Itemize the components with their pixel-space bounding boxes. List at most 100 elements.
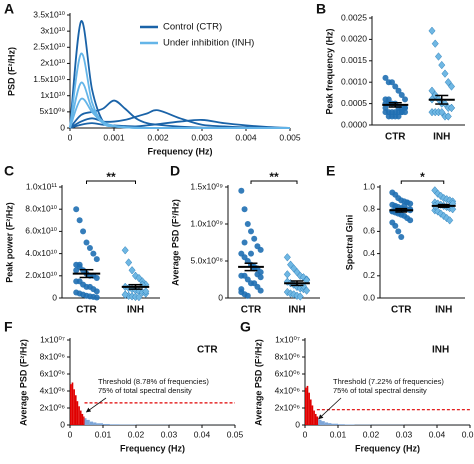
spectrum-bar — [328, 423, 332, 425]
y-tick-label: 4x10⁰⁶ — [275, 385, 300, 395]
x-tick-label: 0.004 — [235, 132, 257, 142]
y-tick-label: 4x10⁰⁶ — [40, 385, 65, 395]
data-point — [76, 217, 83, 224]
y-axis-label: Average PSD (F²/Hz) — [18, 339, 28, 426]
data-point — [398, 109, 405, 116]
data-point — [382, 74, 389, 81]
data-point — [441, 69, 449, 78]
y-tick-label: 2x10¹⁰ — [40, 58, 65, 68]
x-tick-label: 0.02 — [363, 429, 380, 439]
data-point — [438, 107, 446, 117]
x-tick-label: 0.001 — [103, 132, 125, 142]
x-tick-label: 0.01 — [330, 429, 347, 439]
spectrum-bar — [81, 413, 84, 425]
x-axis-label: Frequency (Hz) — [147, 146, 212, 156]
data-point — [440, 211, 448, 221]
y-axis-label: Peak frequency (Hz) — [324, 28, 334, 114]
y-tick-label: 0.0025 — [341, 12, 367, 22]
data-point — [283, 270, 291, 279]
y-tick-label: 0 — [60, 419, 65, 429]
significance-label: ** — [106, 170, 116, 184]
significance-label: ** — [269, 170, 279, 184]
panel-label: A — [4, 1, 14, 17]
y-tick-label: 1.0x10⁰⁹ — [190, 218, 223, 228]
x-tick-label: 0 — [68, 132, 73, 142]
data-point — [244, 292, 251, 299]
data-point — [402, 96, 409, 103]
data-point — [428, 86, 436, 95]
spectrum-bar — [314, 413, 317, 425]
y-axis-label: Average PSD (F²/Hz) — [253, 339, 263, 426]
spectrum-bar — [89, 421, 94, 425]
spectrum-bar — [73, 389, 75, 425]
data-point — [248, 228, 254, 235]
data-point — [251, 235, 258, 242]
y-tick-label: 0.4 — [363, 248, 375, 258]
data-point — [257, 246, 264, 253]
data-point — [395, 87, 402, 94]
data-point — [398, 233, 405, 240]
y-tick-label: 0.0 — [363, 292, 375, 302]
x-tick-label: 0.01 — [95, 429, 112, 439]
data-point — [83, 239, 90, 246]
significance-bracket — [86, 180, 136, 184]
data-point — [283, 253, 291, 262]
spectrum-bar — [84, 418, 87, 425]
y-tick-label: 4.0x10¹⁰ — [25, 248, 57, 258]
category-label: CTR — [385, 132, 406, 143]
spectrum-bar — [331, 423, 338, 425]
data-point — [392, 222, 399, 229]
y-tick-label: 3.5x10¹⁰ — [33, 9, 65, 19]
x-tick-label: 0.02 — [128, 429, 145, 439]
spectrum-bar — [103, 423, 110, 425]
data-point — [238, 286, 245, 293]
spectrum-bar — [344, 424, 355, 425]
y-tick-label: 0.2 — [363, 270, 375, 280]
panel-label: G — [240, 319, 251, 335]
panel-label: B — [316, 1, 326, 17]
y-tick-label: 0 — [52, 292, 57, 302]
y-tick-label: 1x10⁰⁷ — [40, 334, 65, 344]
y-tick-label: 2.5x10¹⁰ — [33, 42, 65, 52]
y-tick-label: 0.6 — [363, 226, 375, 236]
data-point — [142, 287, 150, 296]
category-label: CTR — [241, 305, 262, 316]
x-axis-label: Frequency (Hz) — [120, 443, 185, 453]
psd-curve — [69, 52, 290, 129]
data-point — [395, 113, 402, 120]
spectrum-bar — [338, 424, 345, 425]
data-point — [93, 275, 100, 282]
spectrum-bar — [93, 422, 97, 425]
panel-label: F — [4, 319, 13, 335]
x-tick-label: 0.04 — [429, 429, 446, 439]
annotation: 75% of total spectral density — [98, 386, 192, 395]
significance-label: * — [420, 170, 425, 184]
data-point — [398, 92, 405, 99]
y-tick-label: 6x10⁰⁶ — [40, 368, 65, 378]
x-tick-label: 0 — [68, 429, 73, 439]
y-tick-label: 6x10⁰⁶ — [275, 368, 300, 378]
data-point — [438, 60, 446, 70]
data-point — [76, 263, 83, 270]
y-axis-label: Peak power (F²/Hz) — [4, 202, 14, 283]
x-tick-label: 0.04 — [194, 429, 211, 439]
data-point — [125, 258, 133, 267]
y-tick-label: 0.0020 — [341, 34, 367, 44]
data-point — [385, 96, 392, 103]
x-tick-label: 0.03 — [396, 429, 413, 439]
spectrum-bar — [83, 416, 85, 425]
data-point — [431, 39, 439, 48]
spectrum-bar — [86, 419, 90, 425]
annotation-arrow — [318, 397, 342, 420]
y-tick-label: 1.0x10¹¹ — [26, 181, 57, 191]
x-tick-label: 0.05 — [227, 429, 244, 439]
y-tick-label: 5x10⁰⁹ — [40, 106, 66, 116]
y-tick-label: 2x10⁰⁶ — [40, 402, 65, 412]
y-axis-label: Spectral Gini — [344, 215, 354, 271]
annotation: 75% of total spectral density — [333, 386, 427, 395]
annotation-arrow — [85, 397, 107, 413]
spectrum-bar — [313, 410, 315, 425]
spectrum-bar — [96, 423, 103, 425]
y-tick-label: 1.5x10¹⁰ — [33, 74, 65, 84]
